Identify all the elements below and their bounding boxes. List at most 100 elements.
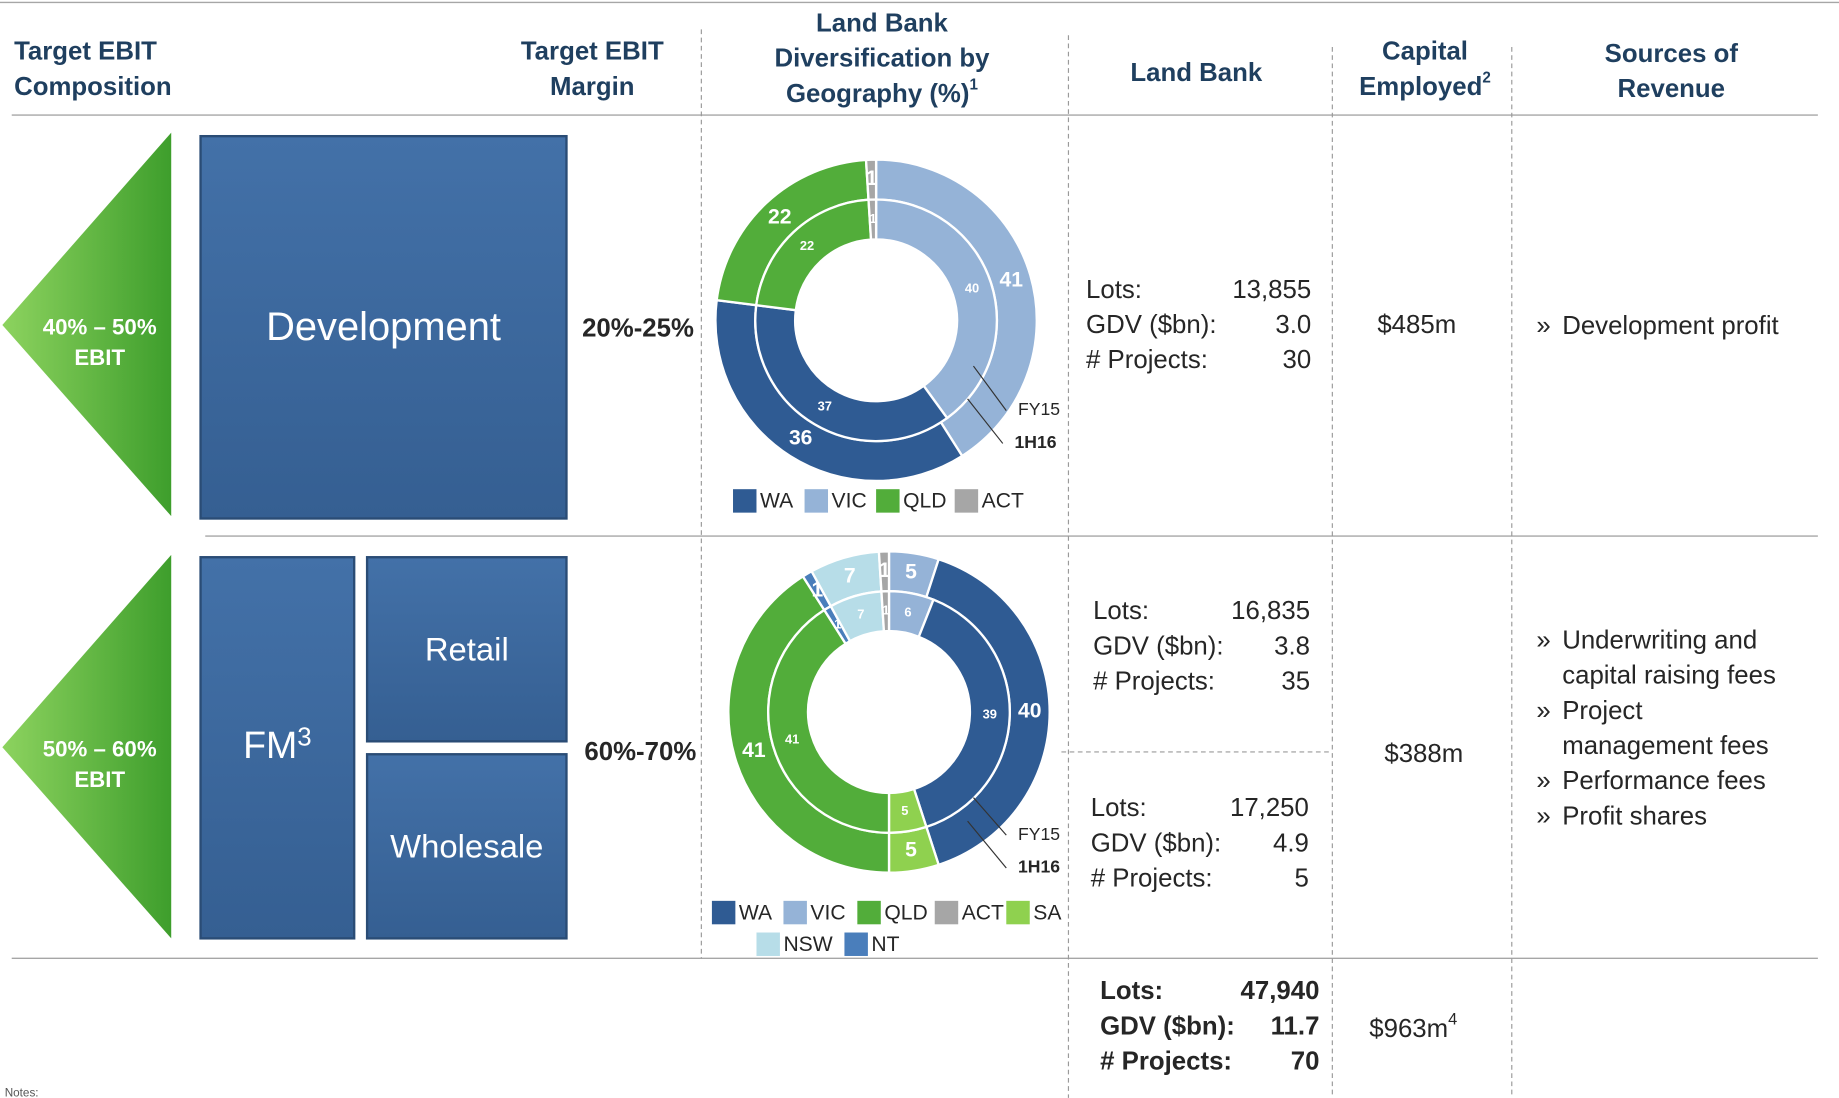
segment-label: Development (266, 305, 501, 349)
header-diversification: Geography (%)1 (786, 77, 978, 108)
land-bank-label: Lots: (1100, 977, 1163, 1005)
donut-label: 41 (742, 739, 766, 762)
bullet: » (1536, 312, 1550, 340)
capital: $388m (1384, 740, 1463, 768)
ebit-label: EBIT (74, 767, 125, 792)
callout-line (967, 398, 1004, 444)
margin: 20%-25% (582, 314, 694, 342)
capital: $485m (1377, 311, 1456, 339)
land-bank-label: GDV ($bn): (1100, 1012, 1235, 1040)
segment-label: FM3 (243, 723, 312, 765)
ebit-triangle (2, 132, 172, 517)
segment-box (365, 753, 568, 940)
bullet: » (1536, 697, 1550, 725)
land-bank-label: GDV ($bn): (1086, 311, 1216, 339)
callout-line (973, 797, 1007, 836)
land-bank-label: # Projects: (1100, 1048, 1232, 1076)
header-sources: Sources of (1605, 40, 1739, 68)
donut-label: 7 (857, 607, 864, 622)
land-bank-label: Lots: (1091, 794, 1147, 822)
legend-label: WA (739, 901, 773, 924)
donut-segment (880, 590, 891, 633)
ring-label: FY15 (1018, 399, 1060, 419)
donut-segment (767, 608, 891, 834)
donut-label: 1 (834, 617, 841, 632)
donut-label: 1 (879, 559, 891, 582)
donut-segment (912, 598, 1011, 829)
source-text: Underwriting and (1562, 626, 1757, 654)
land-bank-value: 30 (1283, 346, 1312, 374)
donut-label: 37 (818, 399, 832, 414)
donut-label: 5 (905, 561, 917, 584)
donut-label: 36 (789, 427, 812, 450)
land-bank-value: 47,940 (1241, 977, 1320, 1005)
legend-swatch (934, 900, 959, 925)
bullet: » (1536, 802, 1550, 830)
header-capital: Capital (1382, 38, 1468, 66)
donut-label: 40 (965, 281, 979, 296)
header-sources: Revenue (1618, 75, 1726, 103)
bullet: » (1536, 767, 1550, 795)
header-margin: Target EBIT (521, 38, 664, 66)
header-capital-sup: 2 (1482, 70, 1490, 87)
ring-label: 1H16 (1014, 432, 1056, 452)
legend-swatch (711, 900, 736, 925)
legend-label: WA (760, 490, 794, 513)
header-composition: Composition (14, 73, 172, 101)
header-capital-main: Employed (1359, 73, 1482, 101)
land-bank-label: GDV ($bn): (1093, 632, 1223, 660)
donut-label: 39 (983, 707, 997, 722)
bullet: » (1536, 626, 1550, 654)
source-text: capital raising fees (1562, 662, 1776, 690)
legend-swatch (756, 932, 780, 956)
donut-label: 40 (1018, 700, 1041, 723)
land-bank-label: # Projects: (1093, 668, 1215, 696)
callout-line (972, 365, 1007, 411)
ebit-label: EBIT (74, 345, 125, 370)
legend-swatch (954, 489, 979, 513)
donut-label: 5 (905, 839, 917, 862)
legend-swatch (844, 932, 868, 956)
legend-swatch (733, 489, 757, 513)
source-text: Project (1562, 697, 1642, 725)
legend-swatch (783, 900, 807, 925)
donut-label: 1 (866, 167, 878, 190)
legend-label: QLD (903, 490, 946, 513)
source-text: Performance fees (1562, 767, 1766, 795)
header-diversification: Diversification by (774, 45, 990, 73)
segment-label: Retail (425, 630, 509, 667)
donut-segment (754, 303, 949, 443)
segment-label: Wholesale (390, 827, 543, 864)
legend-label: VIC (810, 901, 845, 924)
donut-label: 1 (869, 211, 876, 226)
land-bank-value: 16,835 (1231, 597, 1310, 625)
land-bank-label: # Projects: (1091, 865, 1213, 893)
segment-box (199, 134, 568, 520)
donut-label: 5 (901, 803, 908, 818)
segment-label-main: FM (243, 724, 297, 766)
legend-label: VIC (832, 490, 867, 513)
legend-label: SA (1033, 901, 1062, 924)
legend-swatch (876, 489, 900, 513)
total-capital-main: $963m (1369, 1015, 1448, 1043)
header-diversification-main: Geography (%) (786, 80, 969, 108)
legend-label: NSW (783, 933, 832, 956)
total-capital-sup: 4 (1448, 1011, 1457, 1029)
donut-label: 7 (844, 564, 856, 587)
total-capital: $963m4 (1369, 1011, 1457, 1043)
legend-swatch (804, 489, 829, 513)
margin: 60%-70% (584, 738, 696, 766)
land-bank-label: GDV ($bn): (1091, 829, 1221, 857)
land-bank-value: 3.0 (1275, 311, 1311, 339)
header-diversification: Land Bank (816, 10, 949, 38)
land-bank-value: 17,250 (1230, 794, 1309, 822)
land-bank-value: 70 (1291, 1048, 1320, 1076)
header-land-bank: Land Bank (1130, 59, 1263, 87)
land-bank-value: 3.8 (1274, 632, 1310, 660)
land-bank-value: 5 (1295, 865, 1309, 893)
donut-label: 1 (882, 603, 889, 618)
legend-label: ACT (982, 490, 1024, 513)
segment-label-sup: 3 (297, 723, 311, 751)
land-bank-value: 13,855 (1232, 276, 1311, 304)
